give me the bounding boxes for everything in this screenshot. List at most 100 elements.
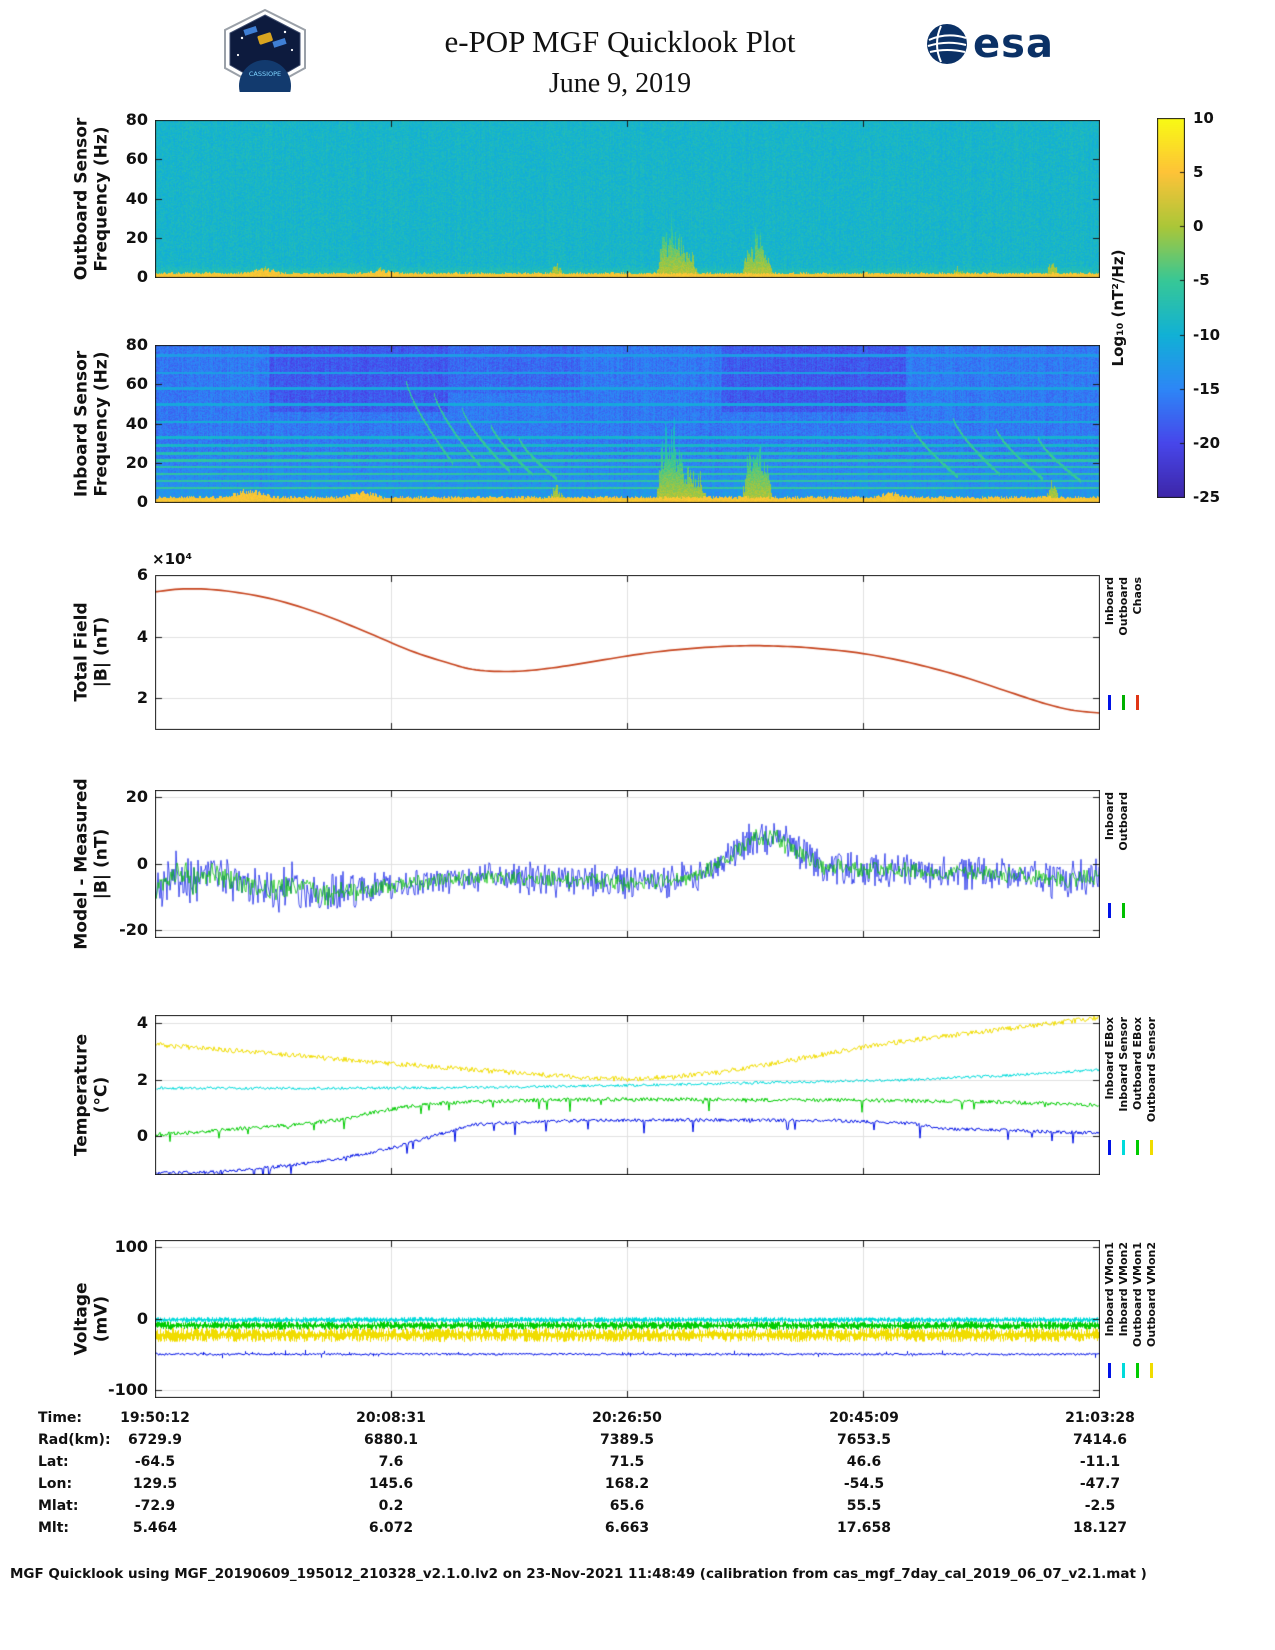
row-label: Mlat:	[38, 1498, 79, 1514]
plot-title: e-POP MGF Quicklook Plot	[444, 24, 796, 59]
table-value: -47.7	[1079, 1476, 1121, 1492]
table-value: 6.663	[604, 1520, 650, 1536]
legend-swatch	[1150, 1363, 1153, 1378]
table-value: 7389.5	[599, 1432, 655, 1448]
table-value: 6880.1	[363, 1432, 419, 1448]
legend-label: Inboard VMon1	[1103, 1242, 1116, 1337]
table-value: 6729.9	[127, 1432, 183, 1448]
colorbar-tick-label: -25	[1193, 488, 1221, 506]
legend-label: Outboard VMon2	[1145, 1242, 1158, 1347]
ylabel-line: Inboard Sensor	[71, 350, 92, 498]
row-label: Lon:	[38, 1476, 73, 1492]
y-tick-label: 80	[125, 110, 148, 129]
y-tick-label: 0	[136, 492, 148, 511]
table-value: 20:45:09	[829, 1410, 899, 1426]
y-tick-label: 60	[125, 374, 148, 394]
temperature-canvas	[155, 1015, 1100, 1175]
legend-swatch	[1122, 903, 1125, 918]
table-value: 18.127	[1072, 1520, 1128, 1536]
table-value: 168.2	[604, 1476, 650, 1492]
y-tick-label: 0	[136, 1126, 148, 1145]
footer-note: MGF Quicklook using MGF_20190609_195012_…	[10, 1566, 1147, 1582]
ylabel-total-field: Total Field |B| (nT)	[72, 602, 113, 701]
legend-label: Outboard Sensor	[1145, 1017, 1158, 1123]
esa-logo-text: esa	[973, 21, 1054, 67]
inboard-spectrogram-canvas	[155, 345, 1100, 503]
y-tick-label: 80	[125, 335, 148, 354]
colorbar-tick-label: -15	[1193, 379, 1221, 398]
y-tick-label: 6	[136, 565, 148, 584]
legend-swatch	[1108, 1363, 1111, 1378]
inboard-spectrogram-panel	[155, 345, 1100, 503]
legend-item: Inboard VMon2	[1117, 1242, 1130, 1378]
voltage-panel	[155, 1240, 1100, 1398]
table-value: 46.6	[846, 1454, 882, 1470]
table-row-rad: Rad(km): 6729.9 6880.1 7389.5 7653.5 741…	[0, 1432, 1275, 1454]
y-tick-label: 2	[136, 1069, 148, 1089]
table-row-lon: Lon: 129.5 145.6 168.2 -54.5 -47.7	[0, 1476, 1275, 1498]
table-value: 17.658	[836, 1520, 892, 1536]
table-row-lat: Lat: -64.5 7.6 71.5 46.6 -11.1	[0, 1454, 1275, 1476]
legend-voltage: Inboard VMon1 Inboard VMon2 Outboard VMon1…	[1103, 1242, 1158, 1378]
colorbar-tick-label: 5	[1193, 163, 1204, 182]
legend-item: Outboard Sensor	[1145, 1017, 1158, 1155]
esa-globe-icon	[927, 24, 967, 64]
legend-label: Inboard EBox	[1103, 1017, 1116, 1100]
esa-logo: esa	[925, 22, 1054, 66]
legend-item: Outboard VMon1	[1131, 1242, 1144, 1378]
colorbar-tick-label: -5	[1193, 271, 1210, 290]
legend-temperature: Inboard EBox Inboard Sensor Outboard EBox O…	[1103, 1017, 1158, 1155]
table-value: 145.6	[368, 1476, 414, 1492]
legend-item: Outboard	[1117, 577, 1130, 710]
legend-swatch	[1108, 1140, 1111, 1155]
table-value: -54.5	[843, 1476, 885, 1492]
legend-swatch	[1122, 695, 1125, 710]
legend-label: Inboard Sensor	[1117, 1017, 1130, 1112]
table-value: -64.5	[134, 1454, 176, 1470]
voltage-canvas	[155, 1240, 1100, 1398]
legend-item: Outboard VMon2	[1145, 1242, 1158, 1378]
ylabel-line: Total Field	[71, 602, 92, 702]
legend-item: Inboard VMon1	[1103, 1242, 1116, 1378]
outboard-spectrogram-canvas	[155, 120, 1100, 278]
ephemeris-table: Time: 19:50:12 20:08:31 20:26:50 20:45:0…	[0, 1410, 1275, 1542]
legend-item: Inboard	[1103, 792, 1116, 918]
plot-date: June 9, 2019	[548, 68, 692, 99]
y-tick-label: -20	[119, 920, 148, 940]
row-label: Mlt:	[38, 1520, 70, 1536]
model-measured-panel	[155, 790, 1100, 938]
table-value: 0.2	[378, 1498, 404, 1514]
colorbar-tick-label: -20	[1193, 433, 1221, 452]
table-value: -2.5	[1084, 1498, 1116, 1514]
table-value: 19:50:12	[120, 1410, 190, 1426]
table-value: 6.072	[368, 1520, 414, 1536]
legend-item: Inboard	[1103, 577, 1116, 710]
legend-total-field: Inboard Outboard Chaos	[1103, 577, 1144, 710]
y-tick-label: 0	[136, 267, 148, 286]
y-tick-label: 20	[125, 786, 148, 806]
legend-model-measured: Inboard Outboard	[1103, 792, 1130, 918]
colorbar	[1157, 118, 1185, 498]
table-row-mlt: Mlt: 5.464 6.072 6.663 17.658 18.127	[0, 1520, 1275, 1542]
table-value: 7.6	[378, 1454, 404, 1470]
y-tick-label: 20	[125, 227, 148, 247]
legend-item: Outboard EBox	[1131, 1017, 1144, 1155]
y-tick-label: 60	[125, 149, 148, 169]
y-tick-label: 4	[136, 1013, 148, 1033]
table-row-mlat: Mlat: -72.9 0.2 65.6 55.5 -2.5	[0, 1498, 1275, 1520]
table-value: 55.5	[846, 1498, 882, 1514]
row-label: Time:	[38, 1410, 83, 1426]
y-tick-label: 0	[136, 853, 148, 873]
legend-swatch	[1122, 1140, 1125, 1155]
table-value: 21:03:28	[1065, 1410, 1135, 1426]
legend-swatch	[1150, 1140, 1153, 1155]
y-tick-label: 0	[136, 1308, 148, 1328]
legend-item: Inboard Sensor	[1117, 1017, 1130, 1155]
model-measured-canvas	[155, 790, 1100, 938]
table-value: 7414.6	[1072, 1432, 1128, 1448]
legend-label: Inboard VMon2	[1117, 1242, 1130, 1337]
table-value: 65.6	[609, 1498, 645, 1514]
table-value: 20:26:50	[592, 1410, 662, 1426]
legend-item: Inboard EBox	[1103, 1017, 1116, 1155]
colorbar-tick-label: 0	[1193, 217, 1204, 236]
